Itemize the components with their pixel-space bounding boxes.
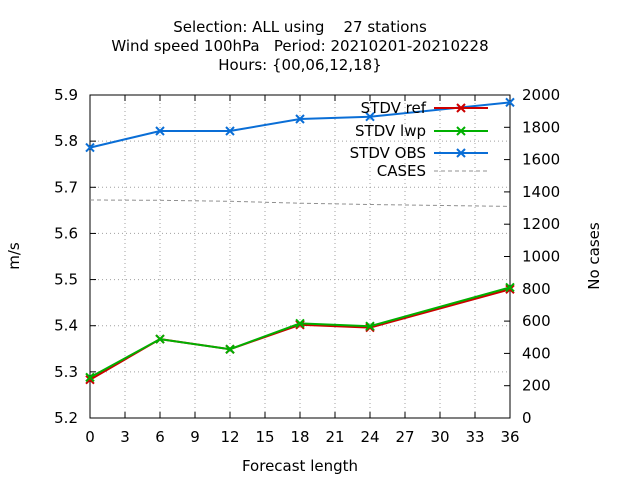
y2-tick-label: 400 [522, 344, 551, 362]
data-point-stdv-lwp [365, 321, 375, 331]
legend-label-cases: CASES [377, 162, 426, 180]
y2-tick-label: 1800 [522, 118, 560, 136]
y-tick-label: 5.4 [54, 317, 78, 335]
data-point-stdv-lwp [295, 318, 305, 329]
grid [90, 95, 510, 418]
y-tick-label: 5.9 [54, 86, 78, 104]
y2-tick-label: 1400 [522, 183, 560, 201]
chart-title-line-2: Wind speed 100hPa Period: 20210201-20210… [111, 37, 488, 55]
legend-marker-stdv-obs [456, 148, 466, 158]
y-tick-label: 5.8 [54, 132, 78, 150]
marker-stroke [505, 97, 515, 108]
marker-stroke [505, 282, 515, 293]
y2-tick-label: 800 [522, 280, 551, 298]
ticks: 0 3 6 9 12 15 18 21 24 27 30 33 365.25.35.45.55.65.7… [54, 86, 560, 446]
x-tick-label: 24 [360, 428, 379, 446]
y2-axis-label: No cases [585, 222, 603, 290]
data-point-stdv-lwp [505, 282, 515, 293]
marker-stroke [295, 114, 305, 124]
marker-stroke [295, 318, 305, 329]
x-tick-label: 36 [500, 428, 519, 446]
data-point-stdv-obs [295, 114, 305, 124]
data-point-stdv-obs [225, 126, 235, 136]
marker-stroke [85, 372, 95, 383]
data-point-stdv-lwp [155, 334, 165, 344]
data-point-stdv-lwp [225, 344, 235, 354]
data-point-stdv-obs [155, 126, 165, 136]
series-line-cases [89, 199, 511, 207]
legend-label-stdv-ref: STDV ref [361, 99, 427, 117]
marker-stroke [365, 111, 375, 122]
data-point-stdv-obs [365, 111, 375, 122]
marker-stroke [85, 142, 95, 153]
x-tick-label: 21 [325, 428, 344, 446]
marker-stroke [456, 126, 466, 136]
y-tick-label: 5.7 [54, 178, 78, 196]
y2-tick-label: 600 [522, 312, 551, 330]
x-tick-label: 6 [155, 428, 165, 446]
x-tick-label: 0 [85, 428, 95, 446]
series-layer [85, 97, 515, 385]
y2-tick-label: 200 [522, 377, 551, 395]
x-tick-label: 18 [290, 428, 309, 446]
y-tick-label: 5.5 [54, 271, 78, 289]
chart-title-line-1: Selection: ALL using 27 stations [173, 18, 427, 36]
series-line-stdv-lwp [89, 286, 511, 379]
y-tick-label: 5.3 [54, 363, 78, 381]
y-axis-label: m/s [5, 242, 23, 270]
legend-marker-stdv-ref [456, 103, 466, 113]
marker-stroke [155, 126, 165, 136]
data-point-stdv-ref [505, 284, 515, 294]
marker-stroke [456, 103, 466, 113]
x-tick-label: 9 [190, 428, 200, 446]
legend-marker-stdv-lwp [456, 126, 466, 136]
legend-label-stdv-lwp: STDV lwp [355, 122, 426, 140]
x-tick-label: 30 [430, 428, 449, 446]
y2-tick-label: 2000 [522, 86, 560, 104]
marker-stroke [225, 126, 235, 136]
marker-stroke [365, 321, 375, 331]
y2-tick-label: 1600 [522, 151, 560, 169]
marker-stroke [155, 334, 165, 344]
y-tick-label: 5.6 [54, 224, 78, 242]
y2-tick-label: 1200 [522, 215, 560, 233]
marker-stroke [505, 284, 515, 294]
x-tick-label: 33 [465, 428, 484, 446]
y-tick-label: 5.2 [54, 409, 78, 427]
x-tick-label: 15 [255, 428, 274, 446]
legend-label-stdv-obs: STDV OBS [350, 144, 426, 162]
marker-stroke [225, 344, 235, 354]
chart-title-line-3: Hours: {00,06,12,18} [218, 56, 382, 74]
x-axis-label: Forecast length [242, 457, 358, 475]
series-line-stdv-ref [89, 288, 511, 381]
data-point-stdv-lwp [85, 372, 95, 383]
x-tick-label: 12 [220, 428, 239, 446]
y2-tick-label: 0 [522, 409, 532, 427]
y2-tick-label: 1000 [522, 248, 560, 266]
data-point-stdv-obs [85, 142, 95, 153]
series-line-stdv-obs [89, 101, 511, 149]
marker-stroke [456, 148, 466, 158]
data-point-stdv-obs [505, 97, 515, 108]
x-tick-label: 3 [120, 428, 130, 446]
x-tick-label: 27 [395, 428, 414, 446]
